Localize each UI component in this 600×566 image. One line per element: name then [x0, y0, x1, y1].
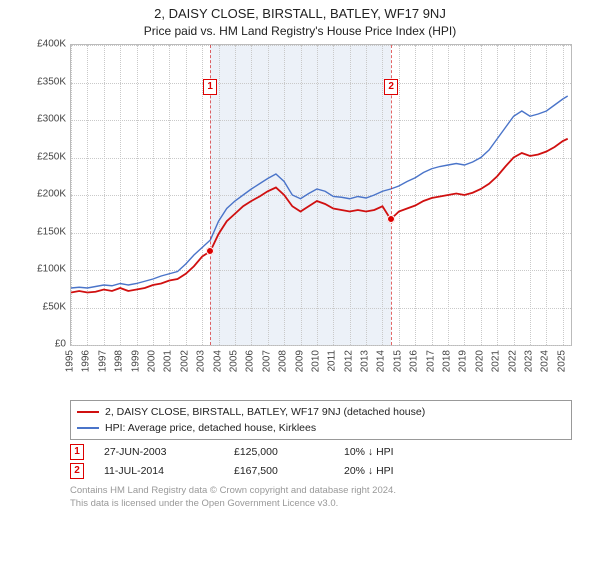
footer: Contains HM Land Registry data © Crown c…	[70, 485, 572, 511]
chart-lines	[71, 45, 571, 345]
x-axis-label: 2003	[196, 350, 207, 372]
x-axis-label: 2008	[278, 350, 289, 372]
x-axis-label: 2015	[392, 350, 403, 372]
x-axis-label: 2021	[491, 350, 502, 372]
x-axis-label: 2002	[179, 350, 190, 372]
sale-point	[206, 247, 214, 255]
y-axis-label: £250K	[20, 151, 66, 162]
x-axis-label: 2005	[228, 350, 239, 372]
x-axis-label: 2023	[524, 350, 535, 372]
chart: £0£50K£100K£150K£200K£250K£300K£350K£400…	[20, 44, 580, 394]
x-axis-label: 2009	[294, 350, 305, 372]
x-axis-label: 2016	[409, 350, 420, 372]
x-axis-label: 1996	[81, 350, 92, 372]
sale-point	[387, 215, 395, 223]
x-axis-label: 2019	[458, 350, 469, 372]
x-axis-label: 1997	[97, 350, 108, 372]
chart-subtitle: Price paid vs. HM Land Registry's House …	[0, 24, 600, 38]
y-axis-label: £150K	[20, 226, 66, 237]
x-axis-label: 2013	[360, 350, 371, 372]
x-axis-label: 2022	[507, 350, 518, 372]
legend-item: 2, DAISY CLOSE, BIRSTALL, BATLEY, WF17 9…	[77, 404, 565, 420]
footer-line-2: This data is licensed under the Open Gov…	[70, 498, 572, 511]
y-axis-label: £350K	[20, 76, 66, 87]
x-axis-label: 2018	[442, 350, 453, 372]
x-axis-label: 2017	[425, 350, 436, 372]
x-axis-label: 2000	[146, 350, 157, 372]
x-axis-label: 2010	[310, 350, 321, 372]
legend-item: HPI: Average price, detached house, Kirk…	[77, 420, 565, 436]
x-axis-label: 2004	[212, 350, 223, 372]
x-axis-label: 2014	[376, 350, 387, 372]
x-axis-label: 2024	[540, 350, 551, 372]
sale-marker: 1	[203, 79, 217, 95]
sale-row: 127-JUN-2003£125,00010% ↓ HPI	[70, 444, 572, 460]
x-axis-label: 1998	[114, 350, 125, 372]
x-axis-label: 2012	[343, 350, 354, 372]
x-axis-label: 1999	[130, 350, 141, 372]
x-axis-label: 1995	[65, 350, 76, 372]
x-axis-label: 2006	[245, 350, 256, 372]
y-axis-label: £300K	[20, 114, 66, 125]
footer-line-1: Contains HM Land Registry data © Crown c…	[70, 485, 572, 498]
series-hpi	[71, 96, 568, 288]
series-price-paid	[71, 139, 568, 293]
x-axis-label: 2025	[556, 350, 567, 372]
y-axis-label: £400K	[20, 39, 66, 50]
x-axis-label: 2011	[327, 350, 338, 372]
x-axis-label: 2020	[474, 350, 485, 372]
y-axis-label: £0	[20, 339, 66, 350]
sale-row: 211-JUL-2014£167,50020% ↓ HPI	[70, 463, 572, 479]
y-axis-label: £50K	[20, 301, 66, 312]
sale-marker: 2	[384, 79, 398, 95]
chart-title: 2, DAISY CLOSE, BIRSTALL, BATLEY, WF17 9…	[0, 6, 600, 21]
y-axis-label: £200K	[20, 189, 66, 200]
plot-area: 12	[70, 44, 572, 346]
x-axis-label: 2001	[163, 350, 174, 372]
sales-table: 127-JUN-2003£125,00010% ↓ HPI 211-JUL-201…	[70, 444, 572, 479]
legend: 2, DAISY CLOSE, BIRSTALL, BATLEY, WF17 9…	[70, 400, 572, 440]
y-axis-label: £100K	[20, 264, 66, 275]
x-axis-label: 2007	[261, 350, 272, 372]
